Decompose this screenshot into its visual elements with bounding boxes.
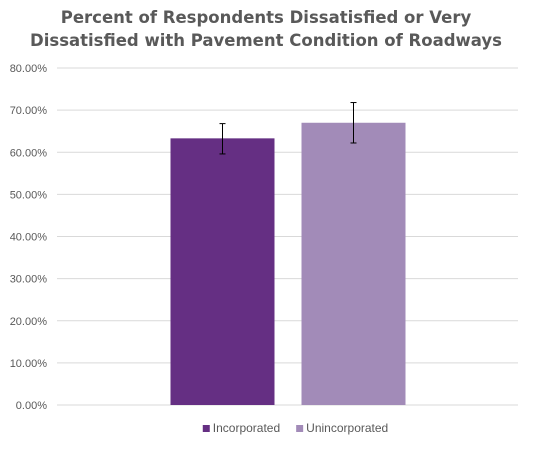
y-tick-label: 50.00% xyxy=(10,189,48,201)
bar xyxy=(170,138,275,405)
legend-swatch xyxy=(296,425,304,432)
y-tick-label: 0.00% xyxy=(16,400,47,412)
gridlines: 0.00% 10.00% 20.00% 30.00% 40.00% 50.00% 60.00… xyxy=(10,63,518,412)
bar xyxy=(301,122,406,405)
y-tick-label: 20.00% xyxy=(10,316,48,328)
y-tick-label: 40.00% xyxy=(10,232,48,244)
y-tick-label: 10.00% xyxy=(10,358,48,370)
chart-title-line-2: Dissatisfied with Pavement Condition of … xyxy=(30,31,502,50)
y-tick-label: 60.00% xyxy=(10,147,48,159)
bars xyxy=(170,102,406,405)
legend-swatch xyxy=(202,425,210,432)
y-tick-label: 80.00% xyxy=(10,63,48,75)
chart-title-line-1: Percent of Respondents Dissatisfied or V… xyxy=(61,8,472,27)
legend-item: Incorporated xyxy=(202,421,280,435)
legend-label: Incorporated xyxy=(213,421,280,435)
legend: Incorporated Unincorporated xyxy=(202,421,388,435)
legend-label: Unincorporated xyxy=(306,421,388,435)
legend-item: Unincorporated xyxy=(296,421,388,435)
y-tick-label: 70.00% xyxy=(10,105,48,117)
y-tick-label: 30.00% xyxy=(10,274,48,286)
